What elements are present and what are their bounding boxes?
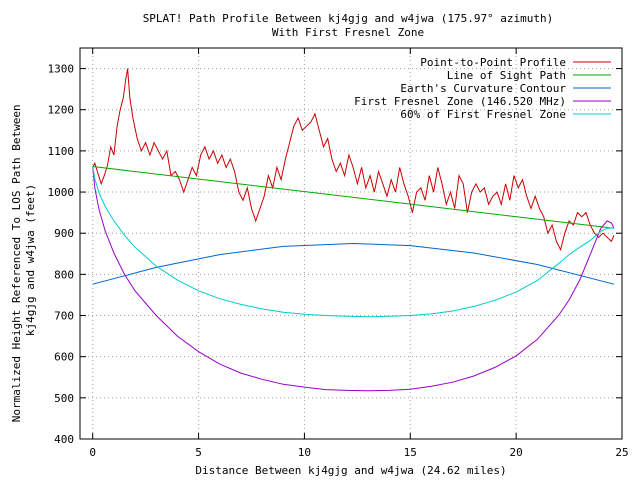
legend-label-60-of-first-fresnel-zone: 60% of First Fresnel Zone (400, 108, 566, 121)
y-tick-label: 700 (54, 310, 74, 323)
chart-subtitle: With First Fresnel Zone (272, 26, 424, 39)
y-tick-label: 800 (54, 268, 74, 281)
legend-label-line-of-sight-path: Line of Sight Path (447, 69, 566, 82)
chart-title: SPLAT! Path Profile Between kj4gjg and w… (143, 12, 554, 25)
series-60-of-first-fresnel-zone (92, 166, 615, 318)
x-tick-label: 5 (195, 446, 202, 459)
legend-label-first-fresnel-zone-146-520-mhz: First Fresnel Zone (146.520 MHz) (354, 95, 566, 108)
y-tick-label: 1100 (48, 145, 75, 158)
axis-ticks: 0 5 10 15 20 25 400 500 600 700 800 900 1000 1100 1200… (48, 48, 629, 459)
series-earth-s-curvature-contour (92, 242, 615, 285)
x-tick-label: 20 (510, 446, 523, 459)
y-axis-label-line-2: kj4gjg and w4jwa (feet) (24, 184, 37, 336)
legend-label-earth-s-curvature-contour: Earth's Curvature Contour (400, 82, 566, 95)
y-tick-label: 1000 (48, 186, 75, 199)
series-lines (92, 68, 615, 392)
series-first-fresnel-zone-146-520-mhz (92, 166, 615, 392)
legend-label-point-to-point-profile: Point-to-Point Profile (420, 56, 566, 69)
y-tick-label: 400 (54, 433, 74, 446)
series-line-of-sight-path (92, 166, 615, 229)
x-axis-label: Distance Between kj4gjg and w4jwa (24.62… (195, 464, 506, 477)
y-axis-label-line-1: Normalized Height Referenced To LOS Path… (10, 104, 23, 422)
x-tick-label: 0 (89, 446, 96, 459)
plot-frame (79, 47, 623, 440)
series-point-to-point-profile (92, 68, 615, 252)
x-tick-label: 25 (615, 446, 628, 459)
x-tick-label: 10 (298, 446, 311, 459)
y-tick-label: 500 (54, 392, 74, 405)
y-tick-label: 1200 (48, 104, 75, 117)
x-tick-label: 15 (404, 446, 417, 459)
y-tick-label: 1300 (48, 63, 75, 76)
y-axis-label: Normalized Height Referenced To LOS Path… (10, 98, 37, 423)
y-tick-label: 900 (54, 227, 74, 240)
y-tick-label: 600 (54, 351, 74, 364)
